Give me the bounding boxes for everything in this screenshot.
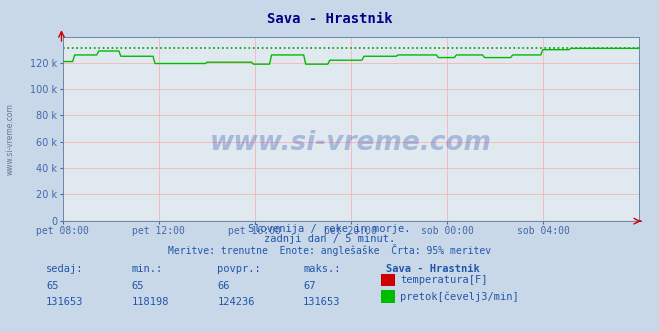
Text: 131653: 131653 xyxy=(46,297,84,307)
Text: zadnji dan / 5 minut.: zadnji dan / 5 minut. xyxy=(264,234,395,244)
Text: 131653: 131653 xyxy=(303,297,341,307)
Text: Sava - Hrastnik: Sava - Hrastnik xyxy=(386,264,479,274)
Text: www.si-vreme.com: www.si-vreme.com xyxy=(5,104,14,175)
Text: min.:: min.: xyxy=(132,264,163,274)
Text: 67: 67 xyxy=(303,281,316,290)
Text: temperatura[F]: temperatura[F] xyxy=(400,275,488,285)
Text: 124236: 124236 xyxy=(217,297,255,307)
Text: 66: 66 xyxy=(217,281,230,290)
Text: Meritve: trenutne  Enote: anglešaške  Črta: 95% meritev: Meritve: trenutne Enote: anglešaške Črta… xyxy=(168,244,491,256)
Text: 118198: 118198 xyxy=(132,297,169,307)
Text: www.si-vreme.com: www.si-vreme.com xyxy=(210,130,492,156)
Text: pretok[čevelj3/min]: pretok[čevelj3/min] xyxy=(400,291,519,302)
Text: 65: 65 xyxy=(132,281,144,290)
Text: Slovenija / reke in morje.: Slovenija / reke in morje. xyxy=(248,224,411,234)
Text: maks.:: maks.: xyxy=(303,264,341,274)
Text: sedaj:: sedaj: xyxy=(46,264,84,274)
Text: 65: 65 xyxy=(46,281,59,290)
Text: Sava - Hrastnik: Sava - Hrastnik xyxy=(267,12,392,26)
Text: povpr.:: povpr.: xyxy=(217,264,261,274)
